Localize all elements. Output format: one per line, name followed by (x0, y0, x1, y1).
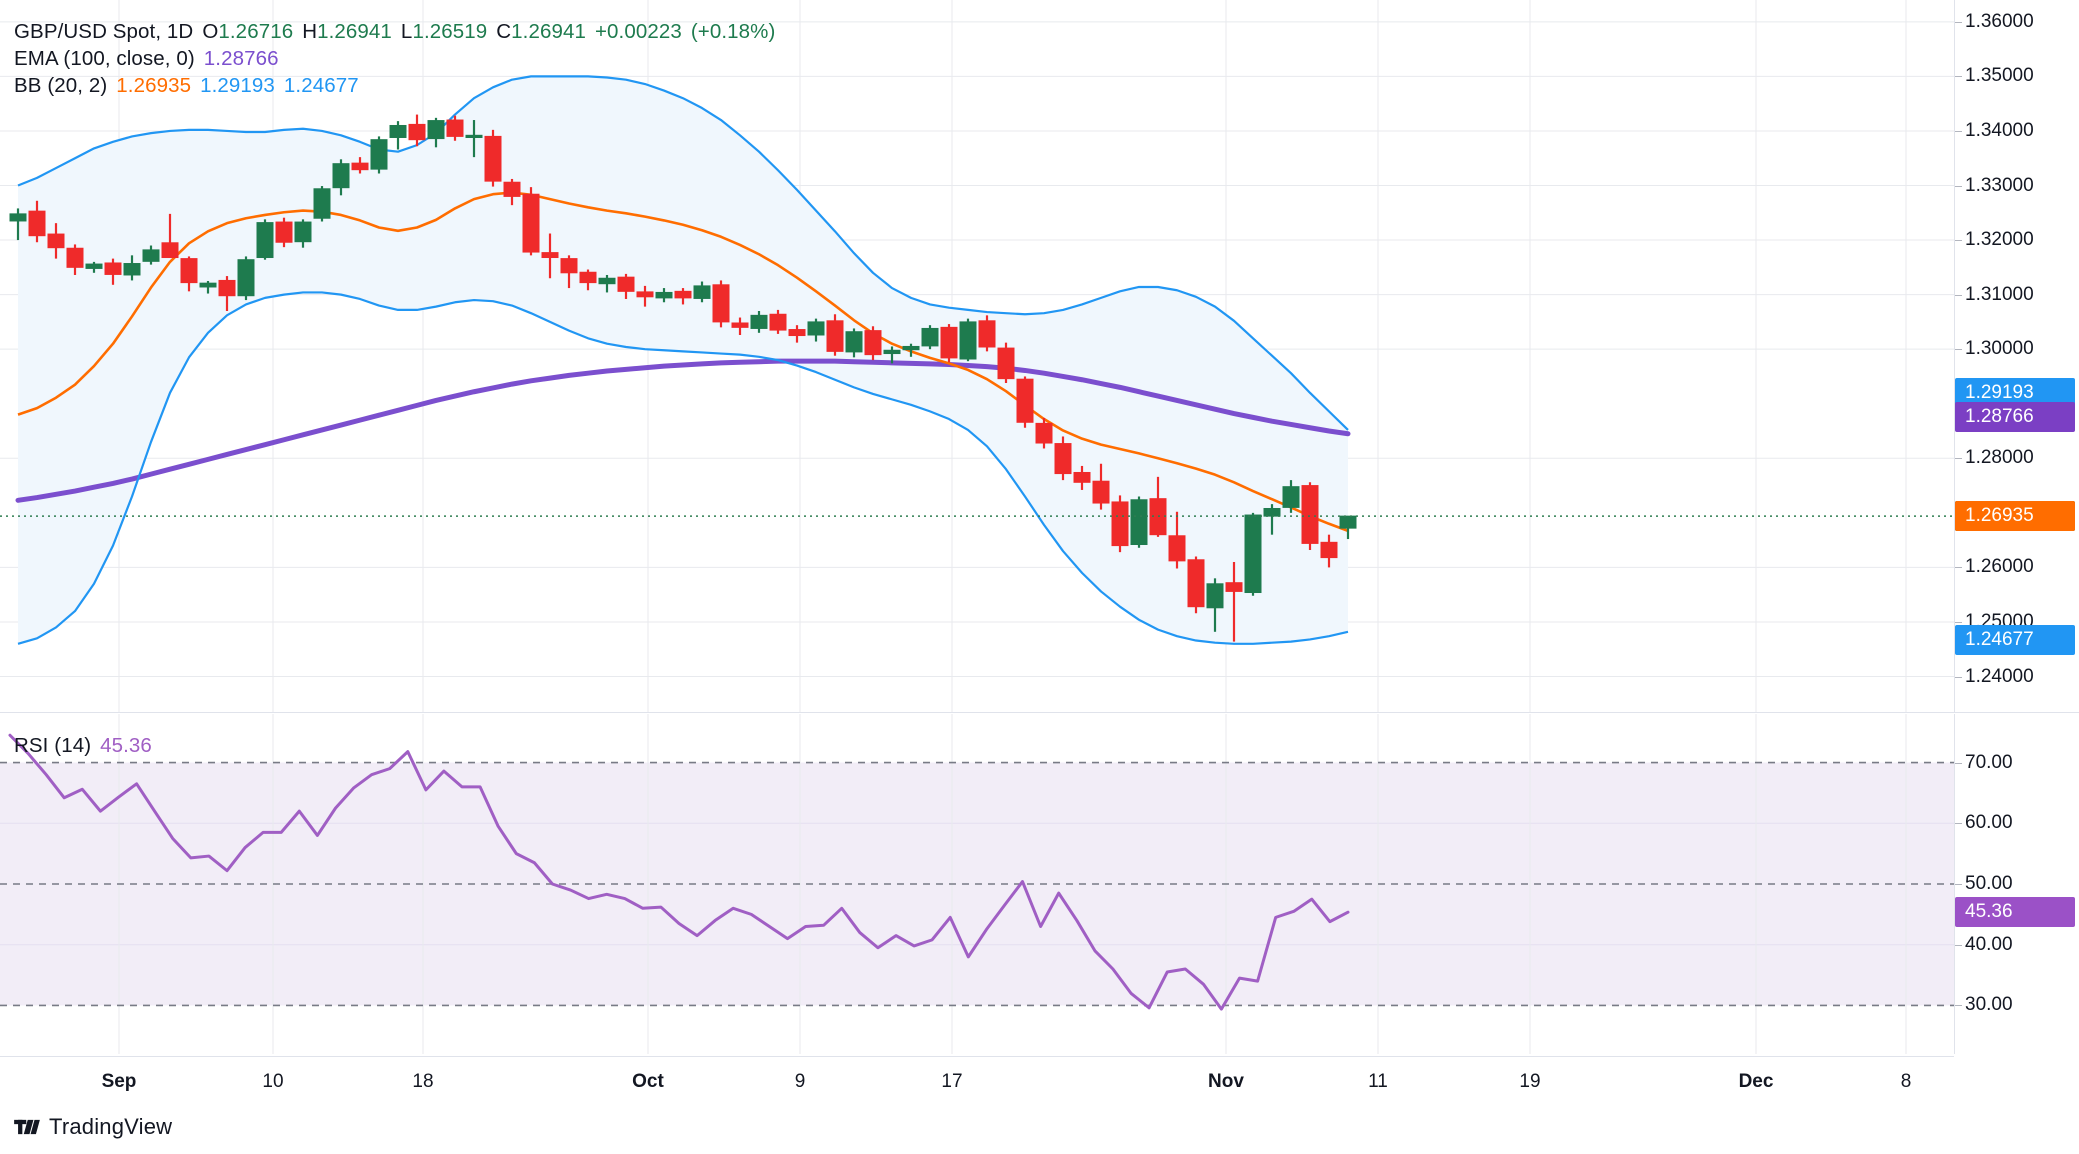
price-tick-mark (1955, 185, 1962, 187)
time-tick: 17 (941, 1071, 963, 1092)
time-tick: Nov (1208, 1071, 1244, 1092)
rsi-legend-row[interactable]: RSI (14) 45.36 (14, 732, 152, 759)
rsi-value-badge[interactable]: 45.36 (1955, 897, 2075, 928)
rsi-tick: 70.00 (1965, 751, 2013, 773)
price-tick-mark (1955, 76, 1962, 78)
tradingview-logo-icon (14, 1119, 40, 1135)
rsi-plot (0, 714, 1954, 1054)
rsi-scale[interactable]: 70.00 60.00 50.00 40.00 30.00 45.36 (1954, 714, 2079, 1054)
price-tick-mark (1955, 458, 1962, 460)
open-label: O (202, 20, 219, 43)
time-tick: Sep (101, 1071, 137, 1092)
ema-legend-row[interactable]: EMA (100, close, 0) 1.28766 (14, 45, 775, 72)
axis-separator (1954, 712, 2079, 713)
rsi-legend: RSI (14) 45.36 (14, 714, 152, 759)
ema-legend-value: 1.28766 (203, 47, 279, 70)
time-tick: 18 (412, 1071, 434, 1092)
high-value: 1.26941 (317, 20, 392, 43)
open-value: 1.26716 (218, 20, 294, 43)
bb-legend-row[interactable]: BB (20, 2) 1.26935 1.29193 1.24677 (14, 72, 775, 99)
rsi-legend-value: 45.36 (100, 734, 152, 757)
time-tick: 11 (1368, 1071, 1388, 1092)
change-value: +0.00223 (594, 20, 682, 43)
price-tick: 1.33000 (1965, 174, 2034, 196)
price-tick-mark (1955, 621, 1962, 623)
price-pane[interactable] (0, 0, 1954, 712)
price-tick-mark (1955, 294, 1962, 296)
rsi-legend-label: RSI (14) (14, 734, 92, 757)
change-percent: (+0.18%) (690, 20, 776, 43)
pane-separator (0, 712, 1954, 713)
ema-legend-label: EMA (100, close, 0) (14, 47, 195, 70)
low-label: L (400, 20, 413, 43)
tradingview-brand-label: TradingView (49, 1114, 173, 1139)
price-tick-mark (1955, 130, 1962, 132)
price-tick: 1.30000 (1965, 338, 2034, 360)
bb-legend-label: BB (20, 2) (14, 74, 108, 97)
close-label: C (496, 20, 512, 43)
time-tick: Dec (1738, 1071, 1774, 1092)
rsi-tick-mark (1955, 944, 1962, 946)
rsi-tick-mark (1955, 762, 1962, 764)
price-tick-mark (1955, 240, 1962, 242)
symbol-ohlc-row: GBP/USD Spot, 1D O1.26716 H1.26941 L1.26519… (14, 18, 775, 45)
price-scale[interactable]: 1.36000 1.35000 1.34000 1.33000 1.32000 1.310… (1954, 0, 2079, 712)
rsi-tick-mark (1955, 1005, 1962, 1007)
price-legend: GBP/USD Spot, 1D O1.26716 H1.26941 L1.26519… (14, 18, 775, 99)
ema-badge[interactable]: 1.28766 (1955, 401, 2075, 432)
price-plot (0, 0, 1954, 712)
symbol-title[interactable]: GBP/USD Spot, 1D (14, 20, 194, 43)
high-label: H (302, 20, 318, 43)
rsi-tick: 60.00 (1965, 812, 2013, 834)
bb-basis-badge[interactable]: 1.26935 (1955, 501, 2075, 532)
price-tick-mark (1955, 676, 1962, 678)
low-value: 1.26519 (412, 20, 488, 43)
rsi-pane[interactable] (0, 714, 1954, 1054)
price-tick: 1.26000 (1965, 556, 2034, 578)
rsi-tick: 50.00 (1965, 873, 2013, 894)
price-tick-mark (1955, 349, 1962, 351)
bb-basis-value: 1.26935 (116, 74, 192, 97)
rsi-tick: 30.00 (1965, 994, 2013, 1016)
bb-upper-value: 1.29193 (200, 74, 275, 97)
time-tick: 9 (794, 1071, 806, 1092)
bb-lower-value: 1.24677 (283, 74, 359, 97)
time-tick: Oct (632, 1071, 664, 1092)
tradingview-brand[interactable]: TradingView (14, 1114, 172, 1140)
rsi-tick-mark (1955, 884, 1962, 885)
time-scale[interactable]: Sep 10 18 Oct 9 17 Nov 11 19 Dec 8 (0, 1056, 1954, 1108)
rsi-tick-mark (1955, 823, 1962, 825)
rsi-tick: 40.00 (1965, 933, 2013, 955)
time-tick: 10 (262, 1071, 284, 1092)
price-tick: 1.24000 (1965, 665, 2034, 687)
price-tick: 1.36000 (1965, 10, 2034, 32)
price-tick-mark (1955, 21, 1962, 23)
price-tick: 1.32000 (1965, 229, 2034, 251)
price-tick: 1.28000 (1965, 447, 2034, 469)
price-tick: 1.31000 (1965, 283, 2034, 305)
price-tick-mark (1955, 567, 1962, 569)
price-tick: 1.34000 (1965, 119, 2034, 141)
close-value: 1.26941 (511, 20, 586, 43)
time-tick: 19 (1519, 1071, 1541, 1092)
bb-lower-badge[interactable]: 1.24677 (1955, 624, 2075, 655)
time-tick: 8 (1900, 1071, 1912, 1092)
price-tick: 1.35000 (1965, 65, 2034, 87)
